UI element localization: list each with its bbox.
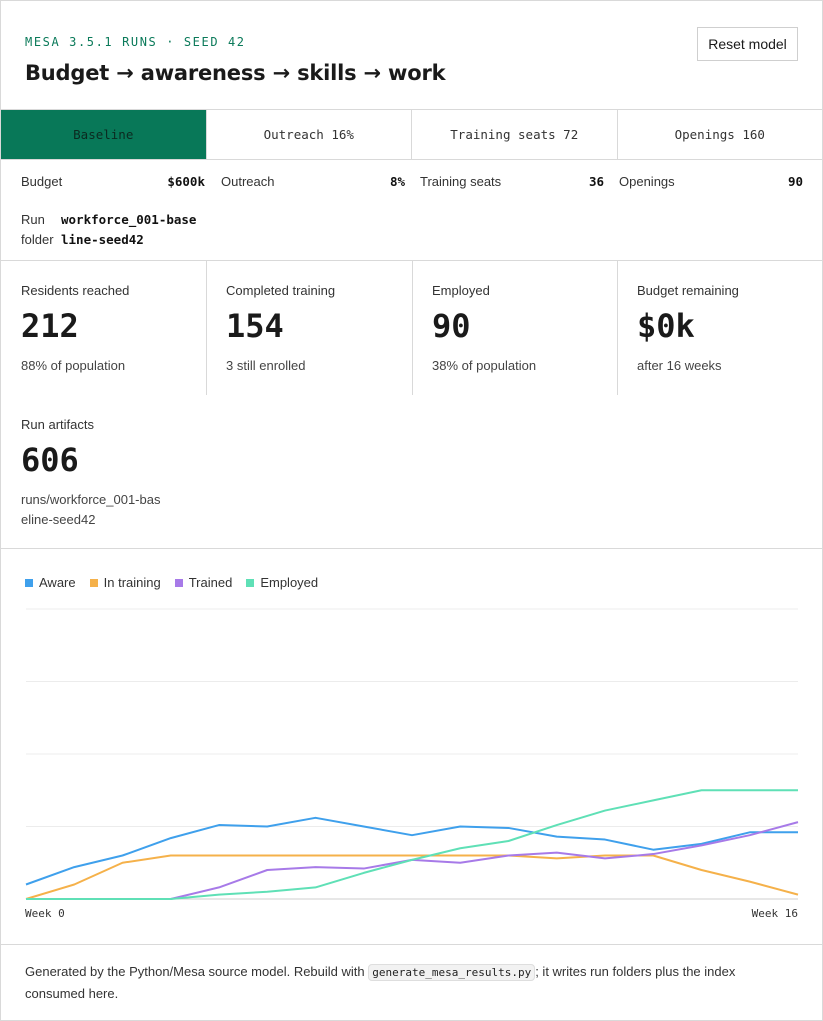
series-line-in-training <box>25 854 799 900</box>
chart-panel: Aware In training Trained Employed Week … <box>1 549 822 945</box>
header: MESA 3.5.1 RUNS · SEED 42 Budget → aware… <box>1 1 822 110</box>
tab-baseline[interactable]: Baseline <box>1 110 206 159</box>
param-training-seats: Training seats 36 <box>420 174 604 192</box>
param-openings: Openings 90 <box>619 174 803 192</box>
legend-label: Aware <box>39 575 76 590</box>
x-tick-label-start: Week 0 <box>25 907 65 920</box>
metric-value: 154 <box>226 307 284 345</box>
param-value: 90 <box>787 174 803 189</box>
legend-label: Trained <box>188 575 233 590</box>
reset-model-button[interactable]: Reset model <box>697 27 798 61</box>
parameter-panel: Budget $600k Outreach 8% Training seats … <box>1 160 822 261</box>
metric-sub: 38% of population <box>432 358 537 373</box>
footer-note: Generated by the Python/Mesa source mode… <box>25 961 785 1004</box>
metric-sub: after 16 weeks <box>637 358 722 373</box>
legend-label: Employed <box>260 575 319 590</box>
line-chart <box>25 608 799 900</box>
metric-value: 606 <box>21 441 79 479</box>
metric-value: 212 <box>21 307 79 345</box>
metric-value: 90 <box>432 307 471 345</box>
footer-text: ; it writes run folders plus the index c… <box>25 964 736 1001</box>
param-value: 8% <box>389 174 405 189</box>
divider <box>206 261 207 395</box>
metric-value: $0k <box>637 307 695 345</box>
legend-label: In training <box>103 575 161 590</box>
metric-label: Budget remaining <box>637 283 739 298</box>
param-label: Openings <box>619 174 675 189</box>
param-budget: Budget $600k <box>21 174 205 192</box>
metric-employed: Employed 90 38% of population <box>412 261 617 395</box>
x-tick-label-end: Week 16 <box>751 907 798 920</box>
run-folder-label: Run folder <box>21 212 54 247</box>
metric-label: Residents reached <box>21 283 130 298</box>
run-eyebrow: MESA 3.5.1 RUNS · SEED 42 <box>25 35 246 49</box>
run-folder-value: workforce_001-baseline-seed42 <box>61 212 197 247</box>
metric-budget-remaining: Budget remaining $0k after 16 weeks <box>617 261 822 395</box>
param-value: 36 <box>588 174 604 189</box>
metric-label: Run artifacts <box>21 417 94 432</box>
tab-openings[interactable]: Openings 160 <box>616 110 823 159</box>
chart-gridlines <box>26 608 798 900</box>
footer-text: Generated by the Python/Mesa source mode… <box>25 964 369 979</box>
legend-item-in-training: In training <box>89 575 161 590</box>
page-title: Budget → awareness → skills → work <box>25 61 446 85</box>
legend-item-trained: Trained <box>174 575 233 590</box>
metric-label: Completed training <box>226 283 336 298</box>
metric-completed-training: Completed training 154 3 still enrolled <box>206 261 411 395</box>
metric-run-artifacts: Run artifacts 606 runs/workforce_001-bas… <box>1 395 206 545</box>
legend-swatch-trained <box>174 578 183 587</box>
divider <box>412 261 413 395</box>
legend-swatch-aware <box>25 578 33 587</box>
tab-outreach[interactable]: Outreach 16% <box>205 110 412 159</box>
metrics-grid: Residents reached 212 88% of population … <box>1 261 822 549</box>
param-label: Training seats <box>420 174 502 189</box>
legend-item-employed: Employed <box>246 575 318 590</box>
footer-script-name: generate_mesa_results.py <box>368 964 536 981</box>
legend-item-aware: Aware <box>25 575 76 590</box>
metric-sub: 3 still enrolled <box>226 358 306 373</box>
chart-legend: Aware In training Trained Employed <box>25 575 318 590</box>
param-outreach: Outreach 8% <box>221 174 405 192</box>
metric-residents-reached: Residents reached 212 88% of population <box>1 261 206 395</box>
metric-sub: 88% of population <box>21 358 126 373</box>
metric-sub: runs/workforce_001-baseline-seed42 <box>21 492 161 527</box>
param-label: Outreach <box>221 174 275 189</box>
param-value: $600k <box>167 174 205 189</box>
legend-swatch-employed <box>246 578 255 587</box>
divider <box>617 261 618 395</box>
scenario-tabs: Baseline Outreach 16% Training seats 72 … <box>1 110 822 160</box>
chart-series <box>25 789 799 900</box>
series-line-employed <box>26 789 798 900</box>
series-line-aware <box>25 816 798 886</box>
metric-label: Employed <box>432 283 490 298</box>
tab-training-seats[interactable]: Training seats 72 <box>411 110 617 159</box>
param-label: Budget <box>21 174 63 189</box>
legend-swatch-in-training <box>89 578 98 587</box>
